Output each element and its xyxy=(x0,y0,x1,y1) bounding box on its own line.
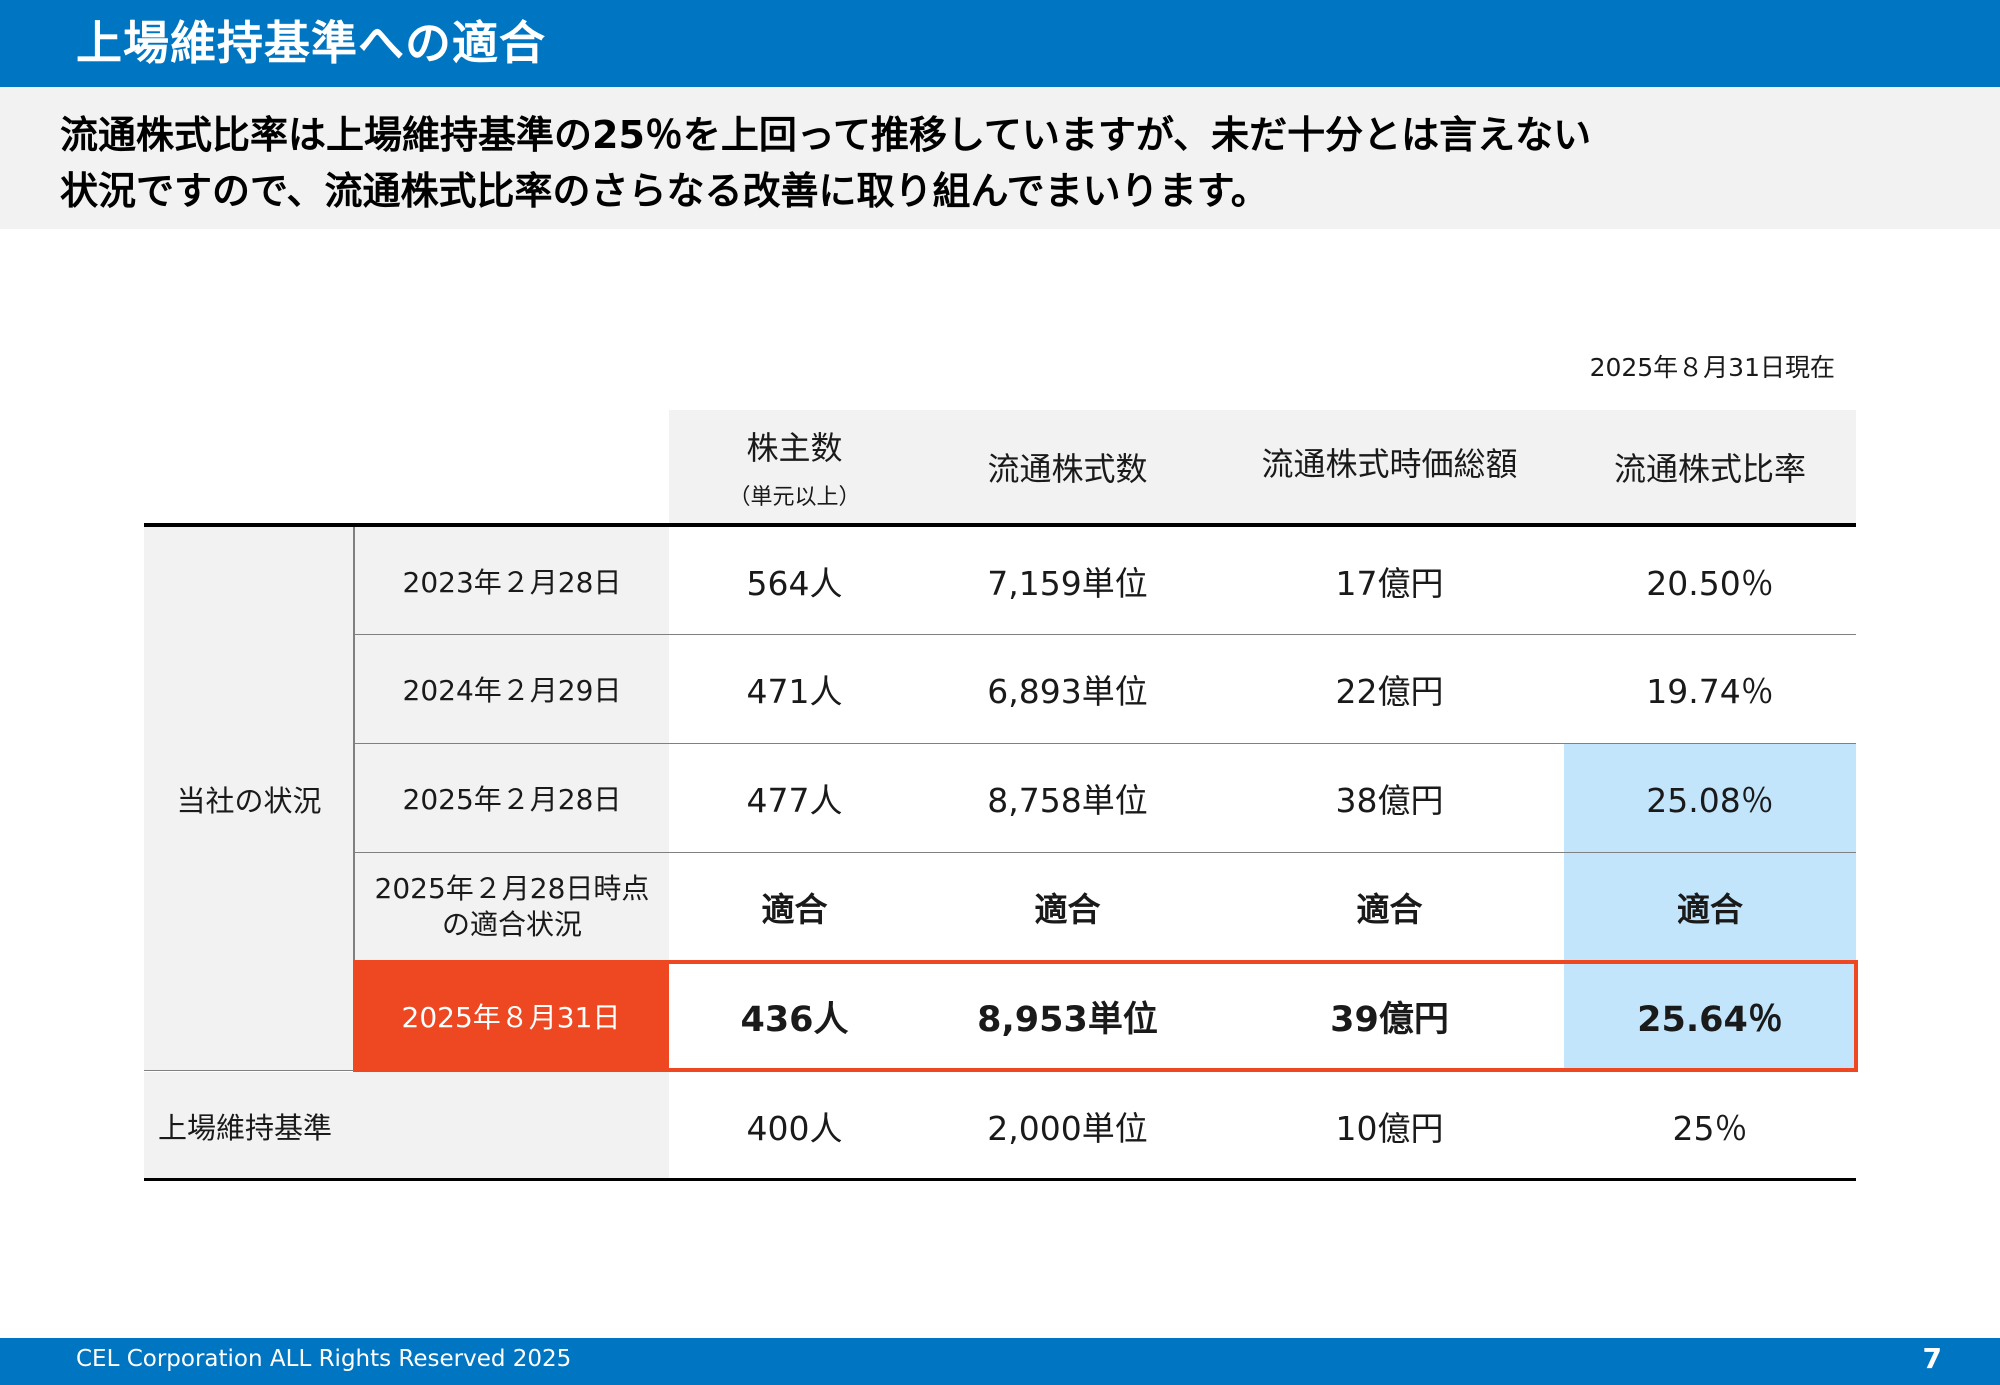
copyright: CEL Corporation ALL Rights Reserved 2025 xyxy=(76,1346,572,1372)
footer: CEL Corporation ALL Rights Reserved 2025… xyxy=(0,1338,2000,1385)
row-divider xyxy=(144,1070,354,1071)
column-header-label: 流通株式時価総額 xyxy=(1261,445,1518,483)
row-date-text: 2024年２月29日 xyxy=(402,674,622,707)
row-divider xyxy=(355,852,1856,853)
row-date-compliance: 2025年２月28日時点 の適合状況 xyxy=(355,853,669,960)
row-date-text: 2025年２月28日 xyxy=(402,783,622,816)
compliance-status: 適合 xyxy=(1034,889,1101,929)
table-cell-latest-highlighted: 25.64％ xyxy=(1564,960,1856,1072)
lead-line-1: 流通株式比率は上場維持基準の25％を上回って推移していますが、未だ十分とは言えな… xyxy=(60,113,1592,157)
as-of-date: 2025年８月31日現在 xyxy=(1589,353,1835,382)
table-cell: 8,758単位 xyxy=(987,781,1148,820)
table-cell: 20.50％ xyxy=(1646,563,1774,603)
table-cell: 7,159単位 xyxy=(987,563,1148,603)
table-cell: 564人 xyxy=(746,563,843,603)
group-divider xyxy=(353,527,355,960)
row-date-text: 2025年２月28日時点 xyxy=(374,871,650,905)
row-divider xyxy=(355,634,1856,635)
column-header-sublabel: （単元以上） xyxy=(728,485,861,510)
table-cell-latest: 39億円 xyxy=(1330,999,1449,1040)
table-cell: 38億円 xyxy=(1335,781,1444,820)
column-header-label: 株主数 xyxy=(746,429,843,467)
row-date: 2023年２月28日 xyxy=(355,527,669,634)
standard-value: 10億円 xyxy=(1335,1108,1444,1148)
column-header-tradable-ratio: 流通株式比率 xyxy=(1564,410,1856,524)
column-header-tradable-shares: 流通株式数 xyxy=(920,410,1215,524)
table-cell: 22億円 xyxy=(1335,672,1444,711)
lead-message-band: 流通株式比率は上場維持基準の25％を上回って推移していますが、未だ十分とは言えな… xyxy=(0,87,2000,229)
table-cell: 17億円 xyxy=(1335,563,1444,603)
table-cell: 477人 xyxy=(746,781,843,820)
group-label-text: 当社の状況 xyxy=(176,783,322,818)
table-cell-highlighted: 25.08％ xyxy=(1564,744,1856,852)
column-header-label: 流通株式数 xyxy=(987,450,1148,488)
table-bottom-rule xyxy=(144,1178,1856,1181)
standard-value: 25％ xyxy=(1672,1108,1748,1148)
table-cell: 19.74％ xyxy=(1646,672,1774,711)
table-cell-latest: 8,953単位 xyxy=(977,999,1158,1040)
compliance-status: 適合 xyxy=(1356,889,1423,929)
compliance-status-highlighted: 適合 xyxy=(1564,853,1856,960)
column-header-shareholders: 株主数 （単元以上） xyxy=(669,410,920,524)
row-date-latest: 2025年８月31日 xyxy=(353,960,669,1072)
column-header-label: 流通株式比率 xyxy=(1613,450,1806,488)
standard-value: 2,000単位 xyxy=(987,1108,1148,1148)
row-date: 2024年２月29日 xyxy=(355,635,669,743)
column-header-market-cap: 流通株式時価総額 xyxy=(1215,410,1564,524)
table-cell: 471人 xyxy=(746,672,843,711)
standard-value: 400人 xyxy=(746,1108,843,1148)
compliance-status: 適合 xyxy=(761,889,828,929)
row-date-text: 2023年２月28日 xyxy=(402,565,622,599)
page-number: 7 xyxy=(1922,1342,1942,1375)
lead-message: 流通株式比率は上場維持基準の25％を上回って推移していますが、未だ十分とは言えな… xyxy=(60,107,1960,219)
lead-line-2: 状況ですので、流通株式比率のさらなる改善に取り組んでまいります。 xyxy=(60,169,1269,213)
header-rule xyxy=(144,523,1856,527)
row-date-text: の適合状況 xyxy=(441,907,582,941)
standard-label-text: 上場維持基準 xyxy=(158,1110,333,1145)
row-date-text: 2025年８月31日 xyxy=(401,1001,621,1034)
table-cell-latest: 436人 xyxy=(740,999,849,1040)
page-title: 上場維持基準への適合 xyxy=(76,16,546,70)
row-date: 2025年２月28日 xyxy=(355,744,669,852)
standard-label: 上場維持基準 xyxy=(144,1072,669,1179)
title-bar: 上場維持基準への適合 xyxy=(0,0,2000,87)
row-divider xyxy=(355,743,1856,744)
group-label-company-status: 当社の状況 xyxy=(144,527,354,1070)
table-cell: 6,893単位 xyxy=(987,672,1148,711)
